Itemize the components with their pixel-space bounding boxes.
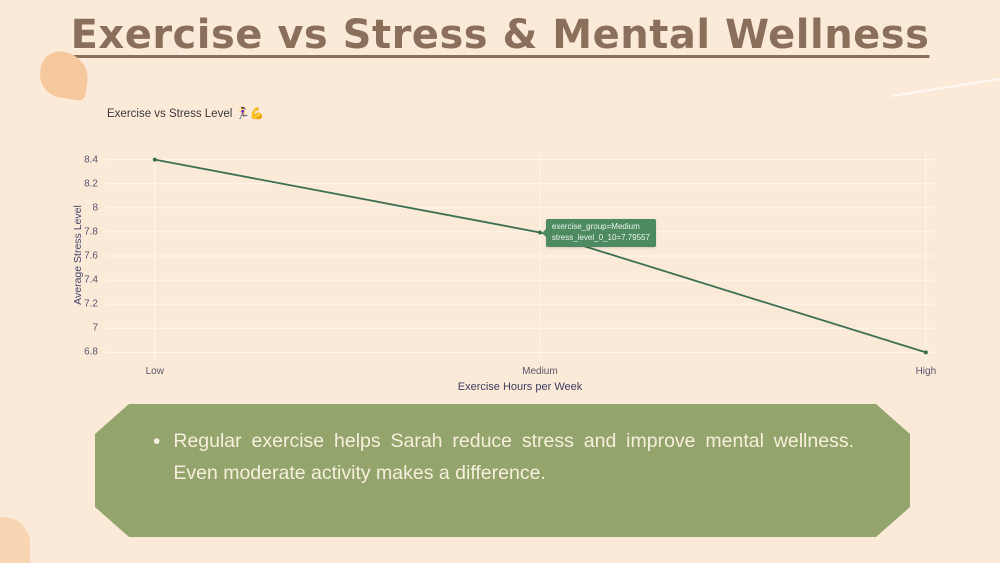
callout-text: Regular exercise helps Sarah reduce stre…	[173, 430, 854, 484]
data-point[interactable]	[152, 157, 157, 162]
tooltip-line-2: stress_level_0_10=7.79557	[551, 233, 650, 243]
tooltip-line-1: exercise_group=Medium	[551, 222, 640, 232]
x-tick-label: Medium	[522, 366, 558, 377]
line-chart-svg	[105, 150, 935, 362]
x-tick-label: High	[915, 366, 937, 377]
y-tick-label: 7.2	[84, 298, 98, 310]
y-tick-label: 7.8	[84, 226, 98, 238]
x-axis-label: Exercise Hours per Week	[457, 381, 583, 393]
y-tick-label: 7	[92, 322, 98, 334]
chart-tooltip: exercise_group=Medium stress_level_0_10=…	[545, 219, 656, 248]
y-tick-label: 7.4	[84, 274, 98, 286]
bullet-icon: •	[153, 430, 161, 453]
x-axis-ticks: Low Medium High	[105, 366, 937, 380]
plot-area[interactable]: exercise_group=Medium stress_level_0_10=…	[105, 150, 935, 362]
y-tick-label: 6.8	[84, 346, 98, 358]
decorative-corner-shape	[0, 517, 30, 563]
callout-box: • Regular exercise helps Sarah reduce st…	[95, 404, 910, 537]
decorative-line	[891, 77, 1000, 97]
data-point[interactable]	[923, 350, 928, 355]
y-axis-ticks: 8.4 8.2 8 7.8 7.6 7.4 7.2 7 6.8	[0, 150, 98, 362]
y-tick-label: 8.4	[84, 154, 98, 166]
y-tick-label: 8.2	[84, 178, 98, 190]
callout-item: • Regular exercise helps Sarah reduce st…	[95, 404, 910, 489]
page-title: Exercise vs Stress & Mental Wellness	[70, 12, 930, 58]
y-tick-label: 7.6	[84, 250, 98, 262]
data-point[interactable]	[537, 230, 542, 235]
y-tick-label: 8	[92, 202, 98, 214]
chart-title: Exercise vs Stress Level 🏃‍♀️💪	[107, 108, 265, 120]
x-tick-label: Low	[145, 366, 164, 377]
